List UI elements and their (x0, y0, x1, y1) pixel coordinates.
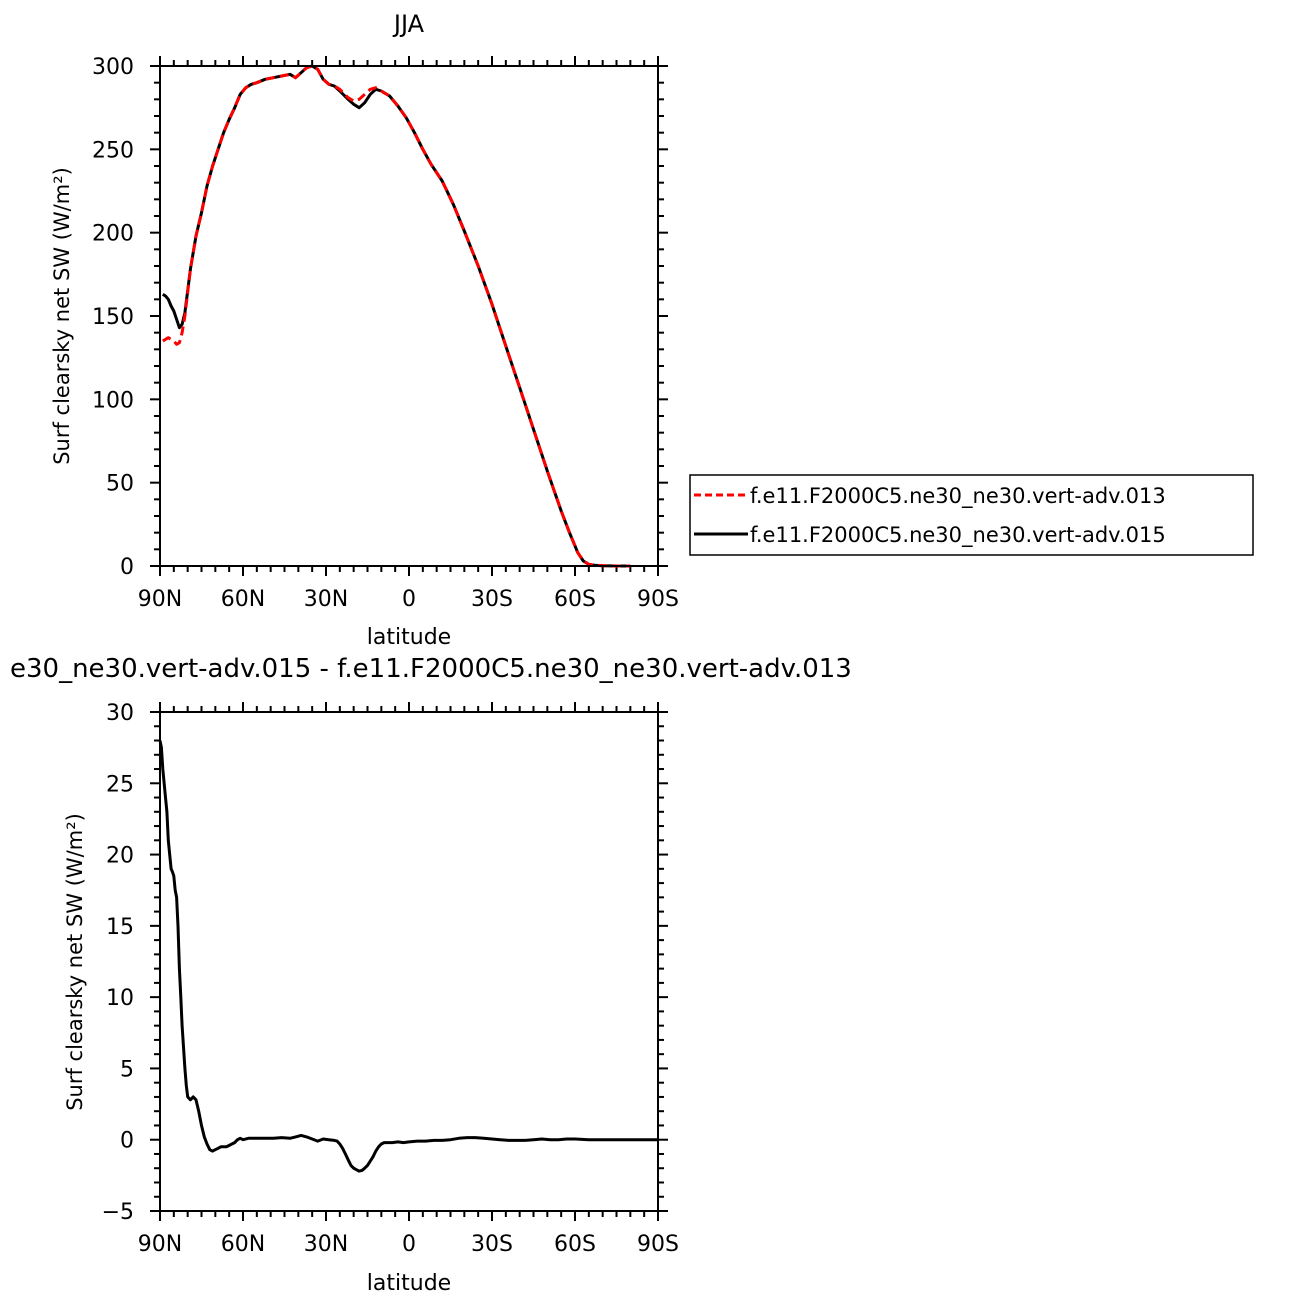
y-tick-label: 100 (92, 388, 134, 413)
x-tick-label: 0 (402, 1232, 416, 1257)
plot-frame (159, 711, 659, 1212)
y-tick-label: 25 (106, 772, 134, 797)
y-tick-labels: 0 50 100 150 200 250 300 (92, 55, 134, 580)
plot-area (158, 740, 658, 1173)
series-line (162, 64, 631, 568)
x-tick-label: 90N (138, 587, 182, 612)
legend-box (689, 474, 1254, 556)
x-tick-label: 60N (221, 587, 265, 612)
x-tick-label: 30N (304, 587, 348, 612)
plot-frame (159, 65, 659, 567)
y-tick-label: 50 (106, 472, 134, 497)
x-tick-label: 30S (471, 587, 513, 612)
chart-bottom: e30_ne30.vert-adv.015 - f.e11.F2000C5.ne… (10, 654, 852, 1296)
y-axis-label: Surf clearsky net SW (W/m²) (50, 167, 74, 465)
x-tick-label: 60S (554, 1232, 596, 1257)
y-tick-label: −5 (102, 1200, 134, 1225)
legend-label-013: f.e11.F2000C5.ne30_ne30.vert-adv.013 (750, 484, 1166, 509)
y-tick-label: 15 (106, 915, 134, 940)
y-tick-label: 250 (92, 138, 134, 163)
y-tick-label: 150 (92, 305, 134, 330)
legend: f.e11.F2000C5.ne30_ne30.vert-adv.013 f.e… (689, 474, 1254, 556)
legend-label-015: f.e11.F2000C5.ne30_ne30.vert-adv.015 (750, 523, 1166, 548)
y-tick-label: 20 (106, 844, 134, 869)
x-tick-label: 0 (402, 587, 416, 612)
x-tick-label: 60S (554, 587, 596, 612)
series-line (158, 740, 658, 1173)
y-axis-label: Surf clearsky net SW (W/m²) (63, 813, 87, 1111)
x-tick-label: 90N (138, 1232, 182, 1257)
tick-marks (150, 56, 668, 576)
chart-title: JJA (392, 10, 425, 38)
difference-chart-title: e30_ne30.vert-adv.015 - f.e11.F2000C5.ne… (10, 654, 852, 684)
y-tick-label: 30 (106, 701, 134, 726)
x-axis-label: latitude (367, 1271, 451, 1296)
y-tick-label: 300 (92, 55, 134, 80)
x-tick-label: 90S (637, 587, 679, 612)
x-tick-labels: 90N 60N 30N 0 30S 60S 90S (138, 587, 679, 612)
series-line (162, 64, 631, 568)
x-axis-label: latitude (367, 625, 451, 650)
y-tick-label: 0 (120, 555, 134, 580)
x-tick-labels: 90N 60N 30N 0 30S 60S 90S (138, 1232, 679, 1257)
y-tick-label: 5 (120, 1057, 134, 1082)
y-tick-label: 10 (106, 986, 134, 1011)
x-tick-label: 60N (221, 1232, 265, 1257)
x-tick-label: 30N (304, 1232, 348, 1257)
x-tick-label: 90S (637, 1232, 679, 1257)
plot-area (162, 64, 631, 568)
y-tick-labels: −5 0 5 10 15 20 25 30 (102, 701, 134, 1225)
y-tick-label: 200 (92, 222, 134, 247)
y-tick-label: 0 (120, 1129, 134, 1154)
x-tick-label: 30S (471, 1232, 513, 1257)
